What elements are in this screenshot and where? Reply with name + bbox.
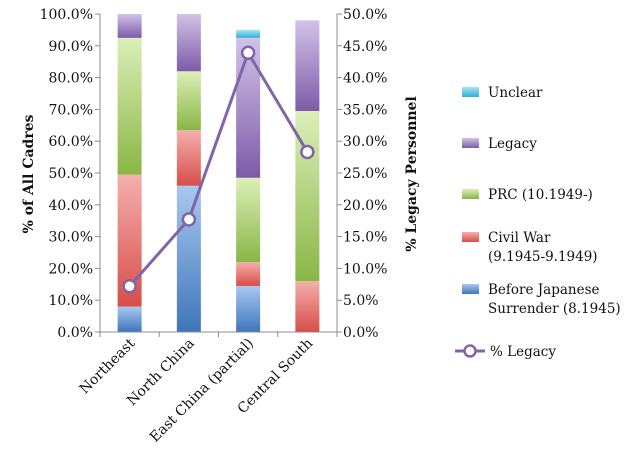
left-tick-label: 50.0% <box>49 166 93 182</box>
legend-label: (9.1945-9.1949) <box>488 249 598 265</box>
legend-label: Unclear <box>488 85 543 101</box>
left-tick-label: 10.0% <box>49 293 93 309</box>
legacy-point <box>300 144 315 160</box>
bar-segment <box>236 177 261 263</box>
legend-swatch <box>462 284 479 294</box>
bar-segment <box>295 281 320 332</box>
left-tick-label: 20.0% <box>49 261 93 277</box>
bar-segment <box>176 71 201 131</box>
left-tick-label: 70.0% <box>49 102 93 118</box>
right-tick-label: 10.0% <box>343 261 387 277</box>
right-tick-label: 20.0% <box>343 198 387 214</box>
legend-label: Before Japanese <box>488 282 600 298</box>
category-label: East China (partial) <box>147 336 257 446</box>
bar-segment <box>176 185 201 332</box>
bar-segment <box>117 37 142 175</box>
bar-segment <box>236 285 261 332</box>
category-label: Northeast <box>77 335 139 397</box>
bar-segment <box>176 14 201 72</box>
right-axis-ticks: 0.0% 5.0% 10.0% 15.0% 20.0% 25.0% 30.0% 35.0% 40… <box>337 7 387 341</box>
legend-swatch <box>462 138 479 148</box>
legacy-point <box>240 45 256 61</box>
left-tick-label: 80.0% <box>49 71 93 87</box>
bars <box>117 14 320 332</box>
legend-swatch <box>462 232 479 242</box>
legend-label: Surrender (8.1945) <box>488 301 621 317</box>
legend-swatch <box>462 87 479 97</box>
bar-segment <box>236 37 261 178</box>
legend-line-marker <box>463 344 477 358</box>
legacy-line <box>128 51 309 288</box>
bar-segment <box>176 130 201 186</box>
axes <box>99 14 338 337</box>
legend: Unclear Legacy PRC (10.1949-) Civil War (9.1… <box>455 85 621 360</box>
left-axis-title: % of All Cadres <box>21 114 37 233</box>
bar-segment <box>295 20 320 111</box>
legend-label: Legacy <box>488 136 537 152</box>
bar-segment <box>236 262 261 286</box>
right-tick-label: 35.0% <box>343 102 387 118</box>
left-tick-label: 40.0% <box>49 198 93 214</box>
legacy-point <box>181 212 197 227</box>
left-axis-ticks: 0.0% 10.0% 20.0% 30.0% 40.0% 50.0% 60.0% 70.0% 8… <box>40 7 100 341</box>
right-tick-label: 5.0% <box>343 293 379 309</box>
right-tick-label: 25.0% <box>343 166 387 182</box>
right-tick-label: 15.0% <box>343 230 387 246</box>
bar-segment <box>117 306 142 332</box>
legend-label: % Legacy <box>490 344 556 360</box>
right-axis-title: % Legacy Personnel <box>404 96 420 252</box>
legend-swatch <box>462 189 479 199</box>
right-tick-label: 40.0% <box>343 71 387 87</box>
right-tick-label: 30.0% <box>343 134 387 150</box>
bar-segment <box>236 29 261 38</box>
legend-label: Civil War <box>488 230 551 246</box>
left-tick-label: 100.0% <box>40 7 93 23</box>
left-tick-label: 30.0% <box>49 230 93 246</box>
right-tick-label: 45.0% <box>343 39 387 55</box>
left-tick-label: 0.0% <box>57 325 93 341</box>
right-tick-label: 50.0% <box>343 7 387 23</box>
legend-label: PRC (10.1949-) <box>488 187 593 203</box>
left-tick-label: 90.0% <box>49 39 93 55</box>
right-tick-label: 0.0% <box>343 325 379 341</box>
legacy-point <box>122 278 137 294</box>
bar-segment <box>117 14 142 38</box>
legacy-line-layer <box>122 45 315 294</box>
left-tick-label: 60.0% <box>49 134 93 150</box>
